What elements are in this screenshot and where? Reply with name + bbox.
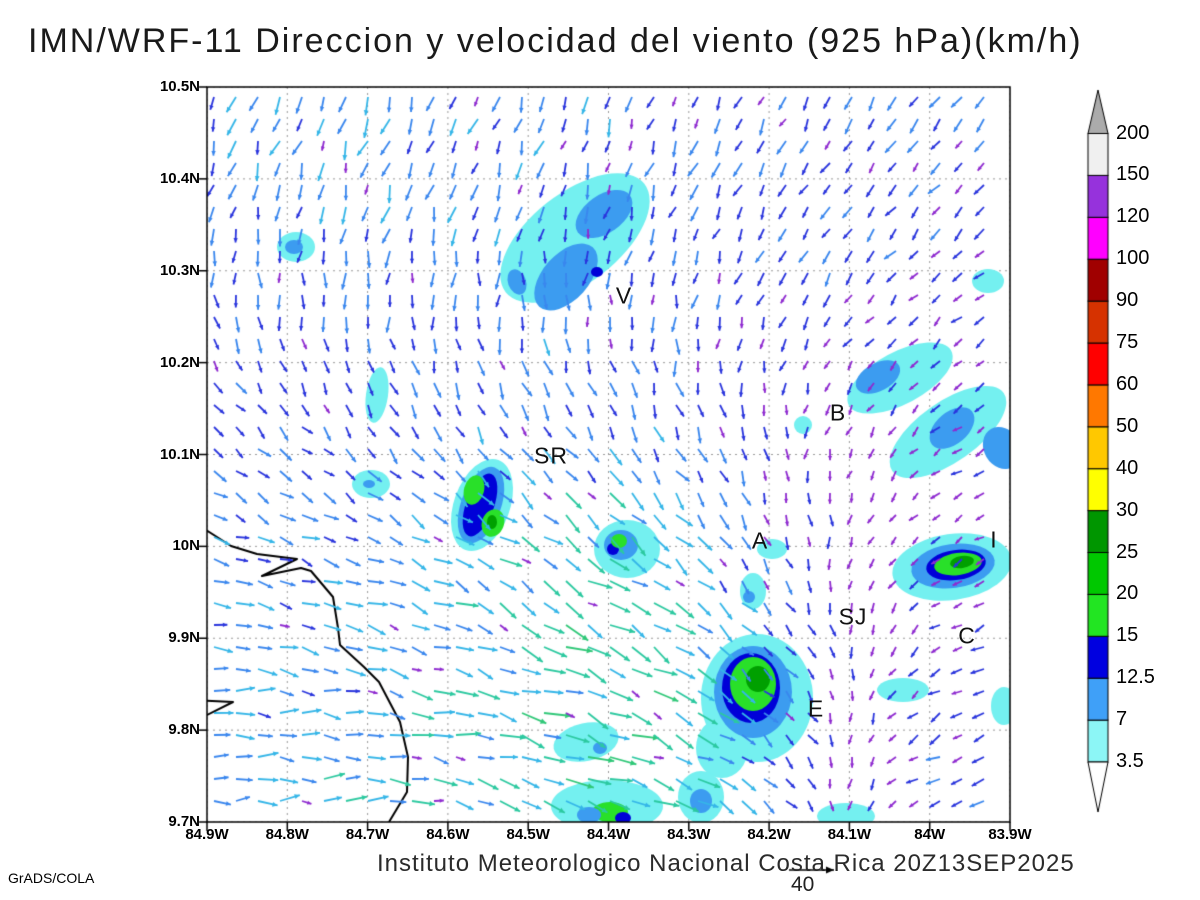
colorbar-tick-label: 100 bbox=[1116, 247, 1150, 270]
colorbar-tick-label: 120 bbox=[1116, 205, 1150, 228]
y-axis-tick-label: 10.5N bbox=[159, 78, 200, 95]
x-axis-tick-label: 84.5W bbox=[506, 826, 550, 843]
x-axis-tick-label: 84.8W bbox=[265, 826, 309, 843]
station-label: A bbox=[751, 527, 769, 554]
x-axis-tick-label: 84W bbox=[914, 826, 946, 843]
caption-text: Instituto Meteorologico Nacional Costa R… bbox=[377, 850, 1075, 877]
x-axis-tick-label: 84.6W bbox=[426, 826, 470, 843]
colorbar-tick-label: 75 bbox=[1116, 331, 1139, 353]
station-label: V bbox=[615, 282, 633, 309]
x-axis-tick-label: 84.9W bbox=[185, 826, 229, 843]
colorbar-tick-label: 30 bbox=[1116, 498, 1139, 521]
station-label: SJ bbox=[838, 603, 868, 630]
colorbar-tick-label: 12.5 bbox=[1116, 666, 1155, 689]
station-label: B bbox=[829, 399, 847, 426]
station-label: E bbox=[807, 695, 825, 722]
chart-title: IMN/WRF-11 Direccion y velocidad del vie… bbox=[28, 22, 1083, 60]
y-axis-tick-label: 10.3N bbox=[159, 261, 200, 279]
colorbar-tick-label: 150 bbox=[1116, 163, 1150, 186]
colorbar-tick-label: 40 bbox=[1116, 456, 1139, 479]
x-axis-tick-label: 84.7W bbox=[345, 826, 390, 843]
station-label: C bbox=[958, 622, 976, 649]
colorbar-tick-label: 90 bbox=[1116, 289, 1139, 312]
y-axis-tick-label: 9.8N bbox=[168, 721, 200, 739]
colorbar-tick-label: 25 bbox=[1116, 540, 1139, 563]
station-label: I bbox=[990, 526, 998, 553]
reference-vector-label: 40 bbox=[791, 873, 815, 896]
colorbar-tick-label: 15 bbox=[1116, 624, 1139, 647]
colorbar-tick-label: 3.5 bbox=[1116, 750, 1144, 772]
station-label: SR bbox=[534, 442, 568, 469]
x-axis-tick-label: 84.2W bbox=[747, 826, 791, 843]
x-axis-tick-label: 84.4W bbox=[586, 826, 631, 843]
x-axis-tick-label: 84.3W bbox=[667, 826, 711, 843]
y-axis-tick-label: 9.7N bbox=[168, 813, 200, 830]
colorbar-tick-label: 60 bbox=[1116, 372, 1139, 395]
colorbar-tick-label: 7 bbox=[1116, 708, 1128, 731]
y-axis-tick-label: 10.1N bbox=[159, 445, 200, 463]
y-axis-tick-label: 10.2N bbox=[159, 353, 200, 371]
y-axis-tick-label: 9.9N bbox=[168, 629, 200, 647]
x-axis-tick-label: 83.9W bbox=[988, 826, 1032, 843]
y-axis-tick-label: 10N bbox=[172, 537, 200, 555]
y-axis-tick-label: 10.4N bbox=[159, 169, 200, 187]
colorbar-tick-label: 20 bbox=[1116, 582, 1139, 605]
grads-credit: GrADS/COLA bbox=[8, 870, 95, 886]
x-axis-tick-label: 84.1W bbox=[827, 826, 872, 843]
colorbar-tick-label: 200 bbox=[1116, 121, 1150, 144]
colorbar-tick-label: 50 bbox=[1116, 414, 1139, 437]
